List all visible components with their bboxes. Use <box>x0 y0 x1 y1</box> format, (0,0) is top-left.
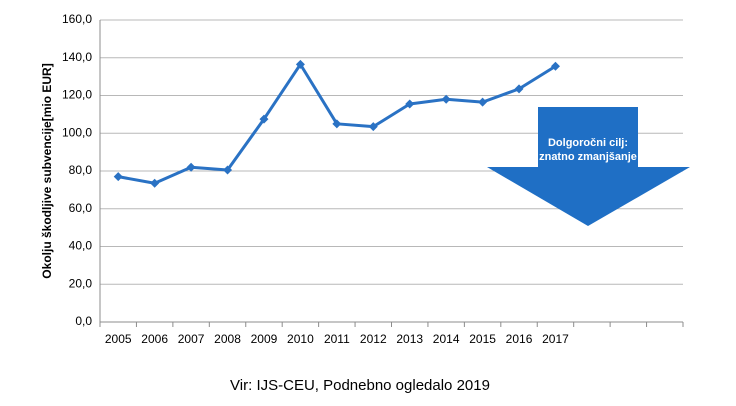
y-tick-label: 100,0 <box>62 125 92 139</box>
y-tick-label: 20,0 <box>69 276 93 290</box>
arrow-body <box>538 107 638 168</box>
y-axis-label: Okolju škodljive subvencije[mio EUR] <box>40 63 54 278</box>
y-tick-label: 120,0 <box>62 88 92 102</box>
marker <box>405 99 415 109</box>
marker <box>186 162 196 172</box>
x-tick-label: 2012 <box>360 332 387 346</box>
x-tick-label: 2016 <box>506 332 533 346</box>
x-tick-label: 2014 <box>433 332 460 346</box>
x-tick-label: 2008 <box>214 332 241 346</box>
marker <box>368 122 378 132</box>
marker <box>259 114 269 124</box>
source: Vir: IJS-CEU, Podnebno ogledalo 2019 <box>230 377 490 394</box>
marker <box>478 97 488 107</box>
x-tick-label: 2015 <box>469 332 496 346</box>
marker <box>514 84 524 94</box>
y-tick-label: 0,0 <box>75 314 92 328</box>
arrow-head <box>487 167 690 226</box>
annotation: znatno zmanjšanje <box>539 151 637 163</box>
x-tick-label: 2007 <box>178 332 205 346</box>
annotation: Dolgoročni cilj: <box>548 137 628 149</box>
x-tick-label: 2006 <box>141 332 168 346</box>
x-tick-label: 2009 <box>251 332 278 346</box>
marker <box>441 94 451 104</box>
x-tick-label: 2005 <box>105 332 132 346</box>
y-tick-label: 40,0 <box>69 239 93 253</box>
y-tick-label: 160,0 <box>62 12 92 26</box>
y-tick-label: 60,0 <box>69 201 93 215</box>
y-tick-label: 140,0 <box>62 50 92 64</box>
marker <box>332 119 342 129</box>
x-tick-label: 2010 <box>287 332 314 346</box>
x-tick-label: 2013 <box>396 332 423 346</box>
x-tick-label: 2011 <box>324 332 350 346</box>
marker <box>223 165 233 175</box>
marker <box>550 61 560 71</box>
x-tick-label: 2017 <box>542 332 569 346</box>
y-tick-label: 80,0 <box>69 163 93 177</box>
marker <box>150 178 160 188</box>
arrow: Dolgoročni cilj: znatno zmanjšanje <box>487 107 690 226</box>
marker <box>295 59 305 69</box>
marker <box>113 172 123 182</box>
